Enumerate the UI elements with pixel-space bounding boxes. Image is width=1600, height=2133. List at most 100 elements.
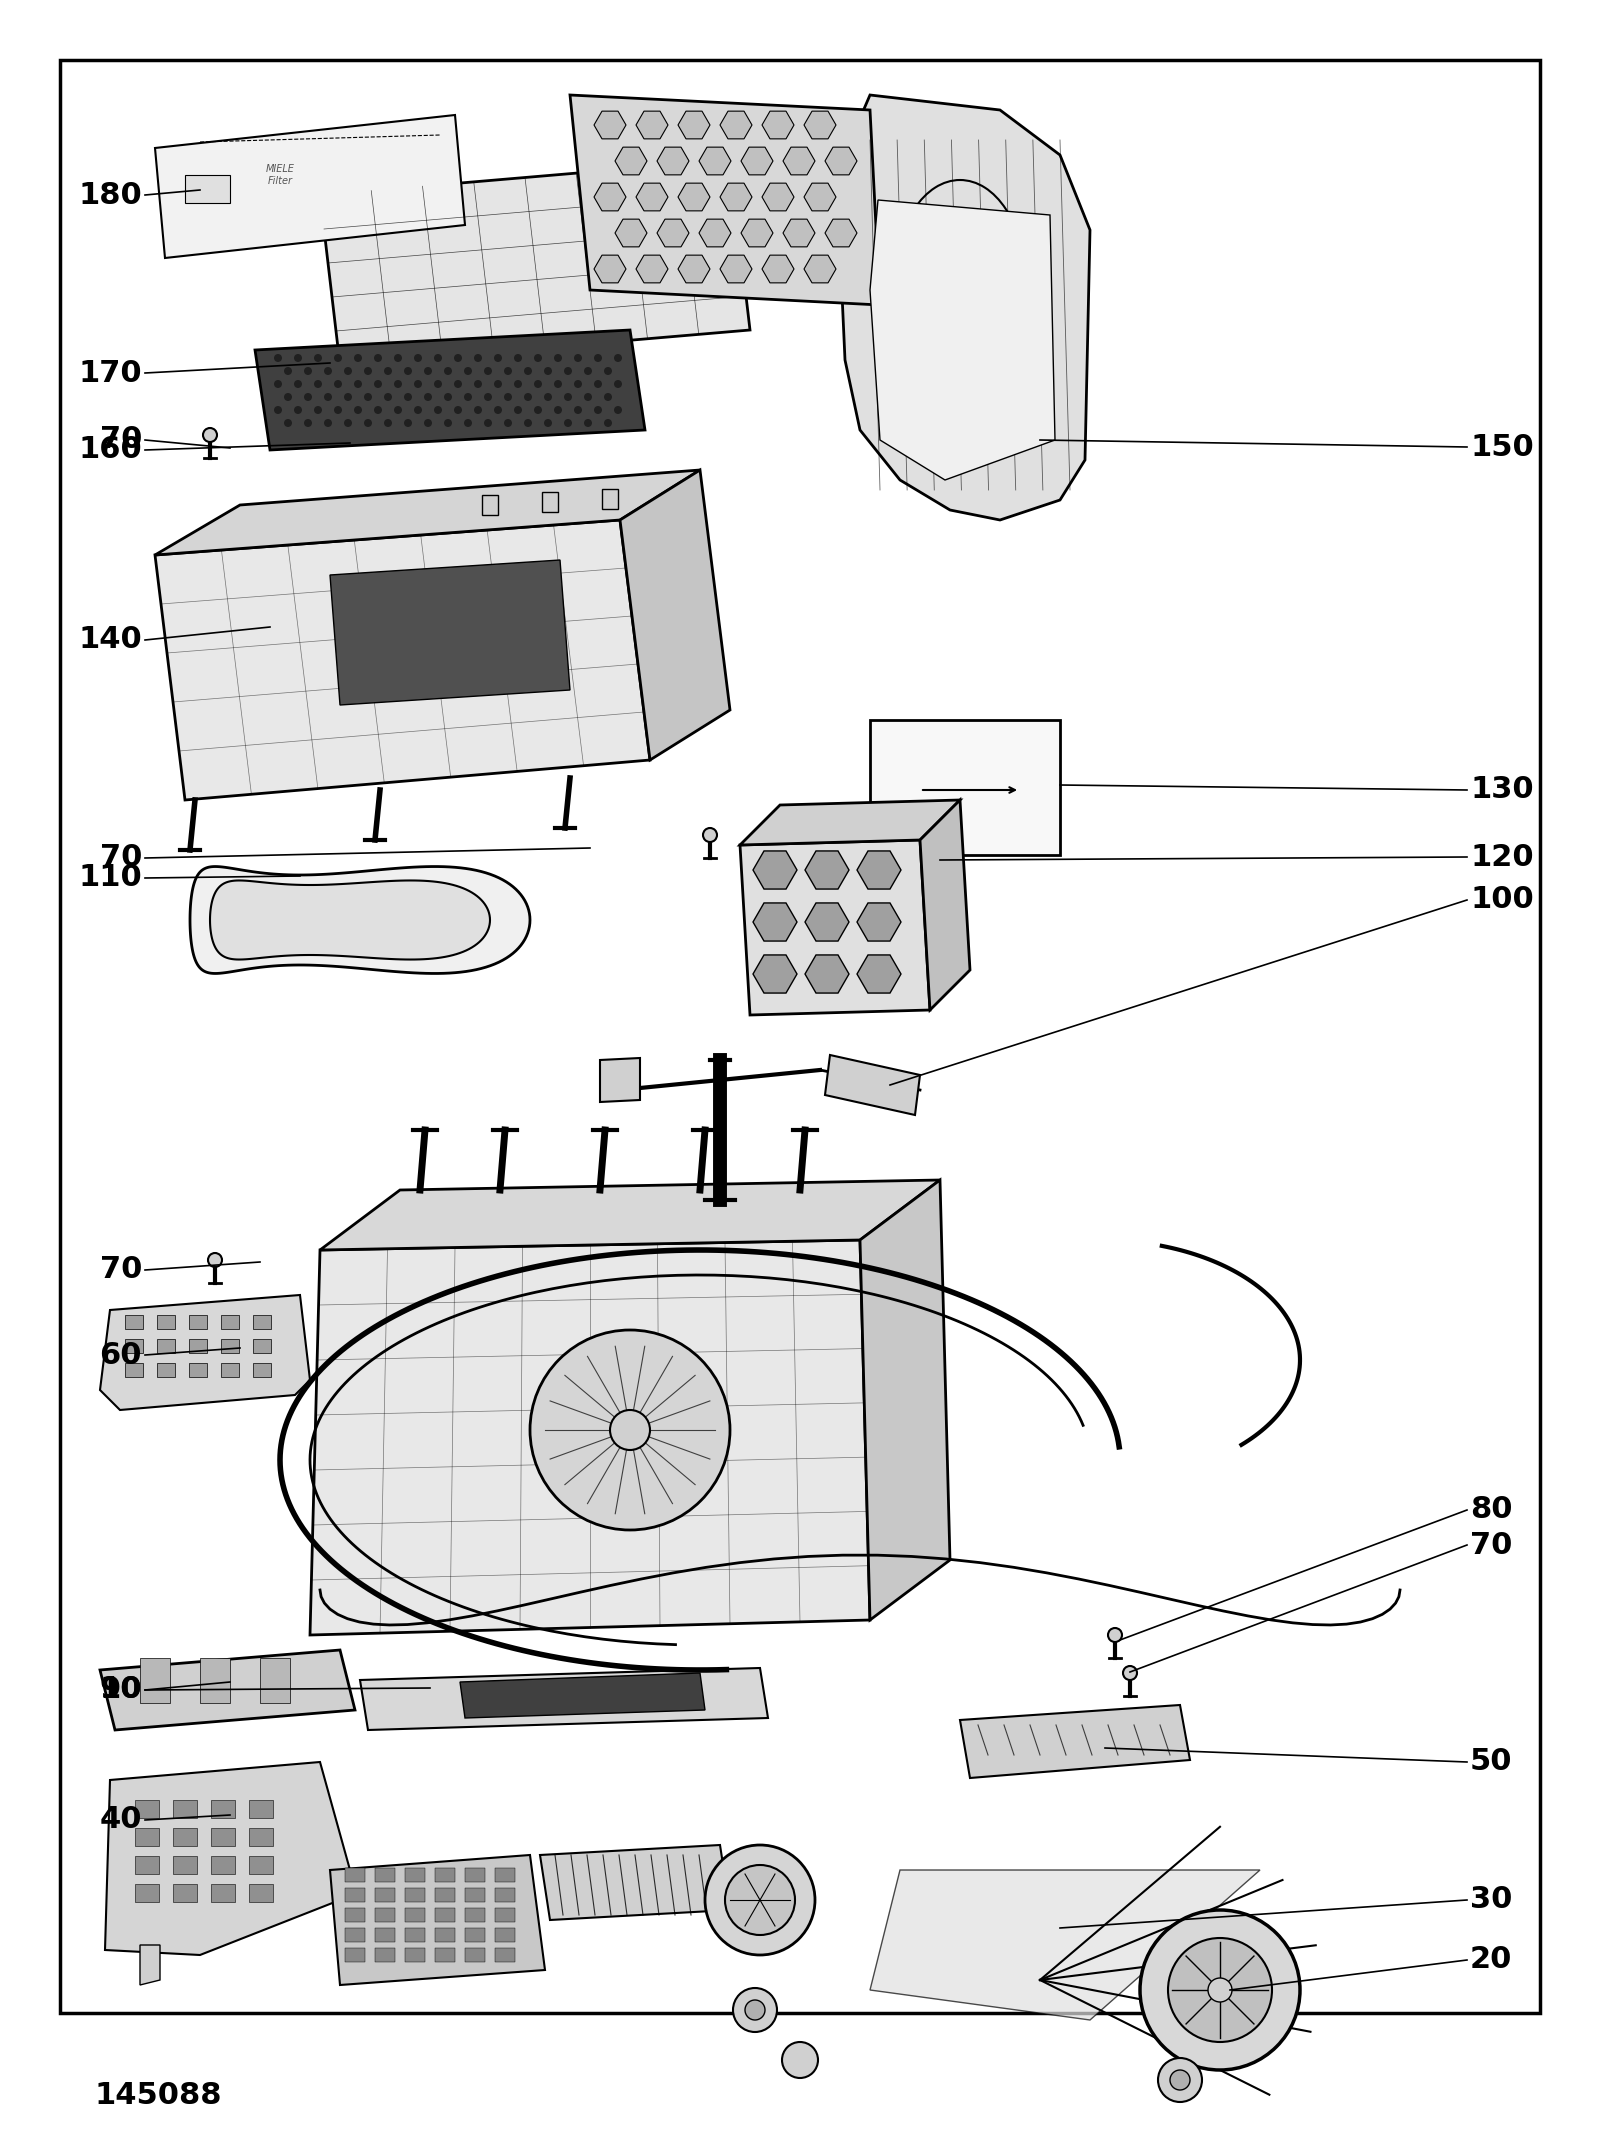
Circle shape [1139,1909,1299,2069]
Circle shape [504,418,512,427]
Bar [134,1856,158,1875]
Circle shape [344,418,352,427]
Bar [374,1928,395,1941]
Bar [374,1909,395,1922]
Bar [250,1883,274,1903]
Circle shape [494,405,502,414]
Bar [374,1888,395,1903]
Bar [253,1363,270,1378]
Circle shape [525,418,531,427]
Circle shape [365,392,371,401]
Bar [466,1909,485,1922]
Circle shape [594,405,602,414]
Circle shape [1123,1666,1138,1681]
Circle shape [464,418,472,427]
Polygon shape [461,1672,706,1717]
Circle shape [1107,1627,1122,1642]
Bar [405,1869,426,1881]
Circle shape [563,367,573,375]
Circle shape [445,367,453,375]
Bar [346,1928,365,1941]
Bar [157,1340,174,1352]
Polygon shape [541,1845,730,1920]
Circle shape [344,367,352,375]
Bar [221,1340,238,1352]
Circle shape [414,354,422,363]
Bar [405,1888,426,1903]
Bar [466,1888,485,1903]
Bar [173,1856,197,1875]
Bar [211,1828,235,1845]
Bar [494,1869,515,1881]
Circle shape [454,354,462,363]
Circle shape [534,380,542,388]
Bar [494,1928,515,1941]
Circle shape [464,392,472,401]
Circle shape [414,380,422,388]
Circle shape [525,367,531,375]
Circle shape [344,392,352,401]
Circle shape [203,429,218,442]
Bar [134,1883,158,1903]
Circle shape [534,405,542,414]
Text: 180: 180 [78,181,142,209]
Circle shape [454,380,462,388]
Polygon shape [155,115,466,258]
Bar [173,1883,197,1903]
Circle shape [394,380,402,388]
Polygon shape [739,800,960,845]
Circle shape [294,380,302,388]
Circle shape [605,392,611,401]
Circle shape [384,392,392,401]
Bar [346,1869,365,1881]
Circle shape [610,1410,650,1450]
Polygon shape [190,866,530,973]
Circle shape [514,380,522,388]
Bar [346,1888,365,1903]
Text: 140: 140 [78,625,142,655]
Circle shape [614,354,622,363]
Circle shape [365,418,371,427]
Circle shape [725,1864,795,1935]
Text: 70: 70 [99,424,142,454]
Text: 130: 130 [1470,776,1534,804]
Circle shape [354,354,362,363]
Bar [405,1909,426,1922]
Circle shape [474,354,482,363]
Circle shape [274,405,282,414]
Circle shape [782,2041,818,2078]
Circle shape [314,380,322,388]
Circle shape [414,405,422,414]
Circle shape [1170,2069,1190,2090]
Circle shape [384,367,392,375]
Bar [211,1883,235,1903]
Circle shape [434,405,442,414]
Bar [346,1909,365,1922]
Circle shape [525,392,531,401]
Polygon shape [254,331,645,450]
Circle shape [584,367,592,375]
Bar [250,1856,274,1875]
Circle shape [534,354,542,363]
Polygon shape [155,469,701,555]
Circle shape [384,418,392,427]
Text: 60: 60 [99,1340,142,1369]
Polygon shape [826,1056,920,1116]
Polygon shape [310,1239,870,1636]
Circle shape [354,405,362,414]
Circle shape [294,405,302,414]
Bar [141,1657,170,1702]
Bar [134,1800,158,1817]
Bar [542,493,558,512]
Circle shape [334,354,342,363]
Text: 30: 30 [1470,1886,1512,1915]
Bar [435,1888,454,1903]
Bar [482,495,498,514]
Circle shape [574,354,582,363]
Circle shape [394,405,402,414]
Circle shape [574,405,582,414]
Circle shape [504,392,512,401]
Circle shape [323,367,333,375]
Bar [405,1928,426,1941]
Circle shape [454,405,462,414]
